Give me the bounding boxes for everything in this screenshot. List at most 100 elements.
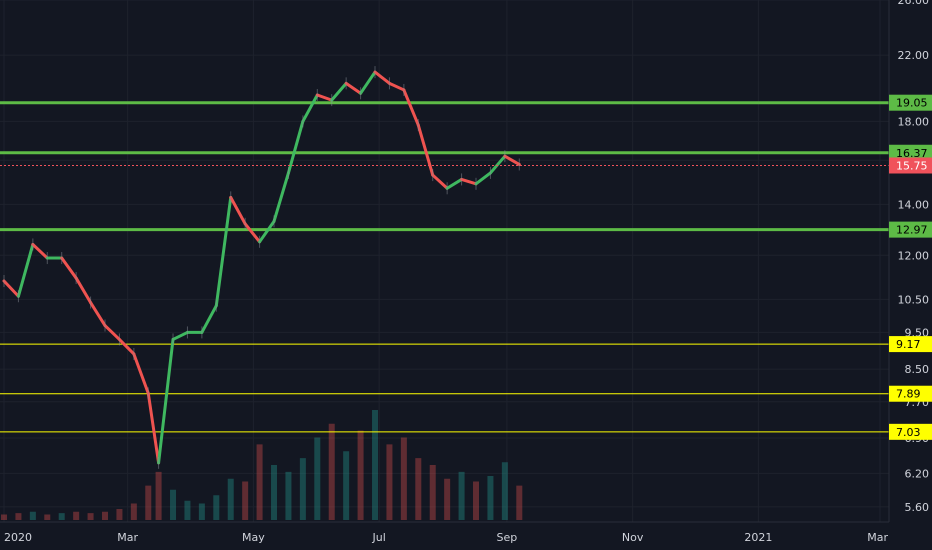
grid-lines bbox=[0, 0, 889, 522]
trend-segment bbox=[402, 88, 420, 127]
volume-bar bbox=[271, 465, 278, 520]
x-tick-label: 2020 bbox=[4, 531, 32, 544]
x-tick-label: Sep bbox=[497, 531, 518, 544]
volume-bar bbox=[487, 476, 494, 520]
trend-segment bbox=[214, 195, 233, 308]
volume-bar bbox=[429, 465, 436, 520]
time-axis[interactable]: 2020 Mar May Jul Sep Nov 2021 Mar bbox=[4, 531, 888, 544]
trend-segment bbox=[74, 276, 93, 305]
volume-bar bbox=[458, 471, 465, 520]
volume-bar bbox=[145, 485, 152, 520]
volume-bar bbox=[184, 500, 191, 520]
trend-segment bbox=[503, 154, 521, 166]
volume-bar bbox=[516, 485, 523, 520]
volume-bar bbox=[328, 423, 335, 520]
trend-segment bbox=[387, 81, 406, 92]
volume-bar bbox=[473, 481, 480, 520]
trend-segment bbox=[157, 337, 175, 465]
level-badge-label: 12.97 bbox=[896, 224, 928, 237]
volume-bar bbox=[400, 437, 407, 520]
trend-segment bbox=[474, 171, 492, 186]
volume-bar bbox=[343, 451, 350, 520]
horizontal-levels[interactable] bbox=[0, 101, 889, 433]
volume-bar bbox=[1, 514, 7, 520]
volume-bar bbox=[227, 478, 234, 520]
trend-segment bbox=[301, 93, 319, 123]
level-badge bbox=[889, 385, 932, 402]
trend-segment bbox=[132, 352, 150, 395]
trend-segment bbox=[117, 337, 136, 356]
volume-bar bbox=[170, 489, 177, 520]
level-badge bbox=[889, 144, 932, 161]
volume-bar bbox=[116, 509, 123, 520]
trend-segment bbox=[89, 301, 107, 328]
trend-segment bbox=[330, 81, 348, 102]
trend-segment bbox=[344, 81, 363, 95]
trend-segment bbox=[286, 119, 305, 175]
trend-segment bbox=[258, 219, 276, 244]
volume-bar bbox=[256, 444, 263, 520]
volume-bar bbox=[130, 503, 137, 520]
level-badge bbox=[889, 94, 932, 111]
volume-bar bbox=[213, 495, 220, 520]
y-tick-label: 26.00 bbox=[898, 0, 930, 7]
level-badge bbox=[889, 336, 932, 353]
trend-segment bbox=[460, 177, 478, 186]
level-badge-label: 7.03 bbox=[896, 426, 921, 439]
trend-segment bbox=[2, 279, 20, 298]
y-tick-label: 12.00 bbox=[898, 249, 930, 262]
last-price-label: 15.75 bbox=[896, 160, 928, 173]
trend-segment bbox=[445, 177, 464, 190]
last-price-badge bbox=[889, 157, 932, 174]
volume-bar bbox=[386, 444, 393, 520]
trend-segment bbox=[103, 324, 121, 341]
trend-segment bbox=[416, 123, 435, 177]
volume-bar bbox=[242, 481, 249, 520]
volume-bar bbox=[44, 514, 51, 520]
volume-bar bbox=[73, 511, 80, 520]
y-tick-label: 18.00 bbox=[898, 115, 930, 128]
trend-segment bbox=[243, 222, 262, 244]
x-tick-label: May bbox=[242, 531, 265, 544]
level-badge bbox=[889, 423, 932, 440]
level-badge-label: 16.37 bbox=[896, 147, 928, 160]
volume-bar bbox=[29, 511, 36, 520]
y-tick-label: 22.00 bbox=[898, 49, 930, 62]
price-trend-series bbox=[2, 66, 521, 469]
trend-segment bbox=[359, 70, 377, 95]
trend-segment bbox=[60, 256, 78, 280]
trend-segment bbox=[488, 154, 507, 175]
y-tick-label: 8.50 bbox=[905, 363, 930, 376]
volume-bar bbox=[357, 430, 364, 520]
price-axis-badges: 19.05 16.37 12.97 9.17 7.89 7.03 15.75 bbox=[889, 94, 932, 440]
volume-bar bbox=[58, 513, 65, 520]
y-tick-label: 5.60 bbox=[905, 501, 930, 514]
volume-bar bbox=[415, 458, 422, 520]
volume-bar bbox=[314, 437, 321, 520]
y-tick-label: 14.00 bbox=[898, 198, 930, 211]
volume-bar bbox=[501, 462, 508, 520]
trend-segment bbox=[171, 330, 189, 341]
trend-segment bbox=[146, 391, 161, 465]
trend-segment bbox=[16, 242, 35, 298]
volume-bar bbox=[372, 410, 379, 520]
trend-segment bbox=[315, 93, 334, 102]
trend-segment bbox=[229, 195, 247, 226]
x-tick-label: 2021 bbox=[744, 531, 772, 544]
volume-bar bbox=[285, 471, 292, 520]
volume-bars bbox=[1, 410, 523, 520]
x-tick-label: Mar bbox=[117, 531, 138, 544]
level-badge bbox=[889, 221, 932, 238]
y-tick-label: 10.50 bbox=[898, 293, 930, 306]
trend-segment bbox=[272, 171, 290, 223]
x-tick-label: Nov bbox=[622, 531, 644, 544]
volume-bar bbox=[299, 458, 306, 520]
volume-bar bbox=[87, 513, 94, 520]
volume-bar bbox=[198, 503, 205, 520]
trend-segment bbox=[373, 70, 391, 85]
trend-segment bbox=[431, 173, 449, 190]
y-tick-label: 6.20 bbox=[905, 467, 930, 480]
volume-bar bbox=[15, 513, 22, 520]
